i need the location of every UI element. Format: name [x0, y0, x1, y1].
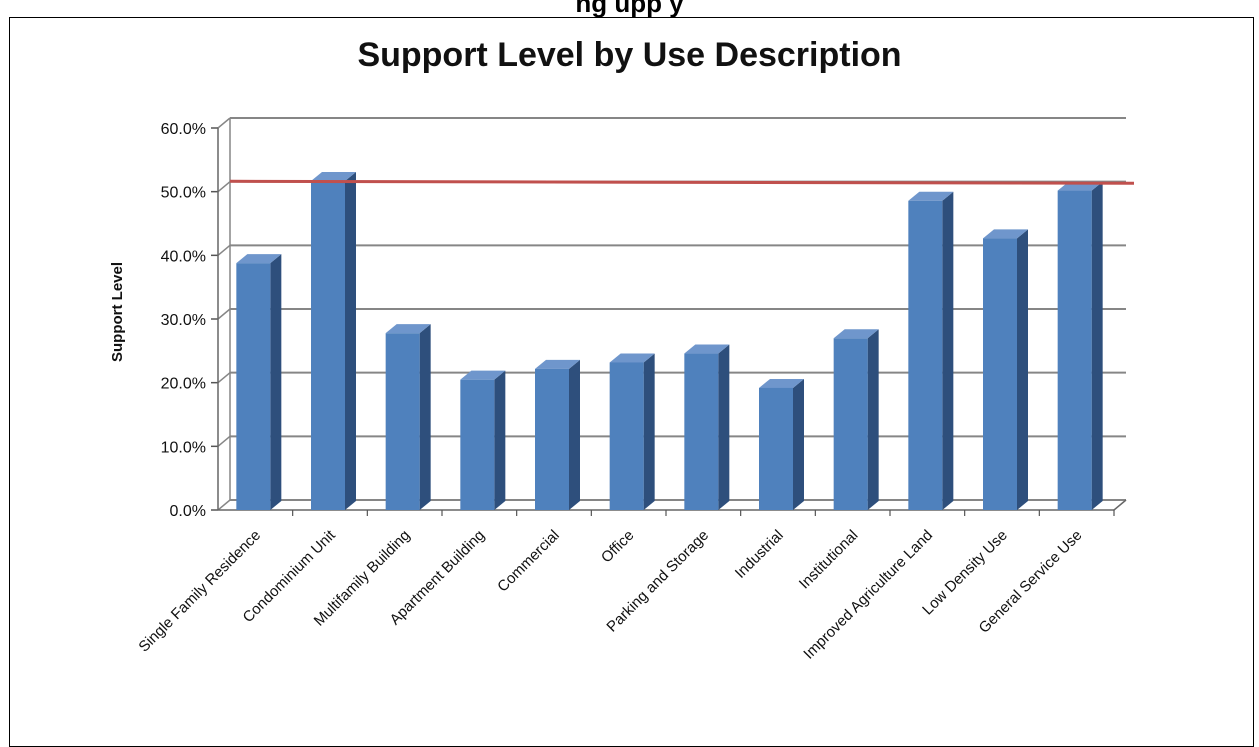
- bars: [236, 172, 1103, 511]
- bar: [983, 238, 1017, 510]
- bar-top: [759, 378, 804, 388]
- bar-side: [1017, 229, 1028, 510]
- bar-side: [494, 370, 506, 510]
- gridlines: [217, 117, 1126, 511]
- bar-side: [569, 359, 580, 510]
- bar: [311, 181, 345, 511]
- chart-title: Support Level by Use Description: [357, 36, 902, 74]
- bar-side: [942, 191, 954, 510]
- gridline-depth: [217, 372, 231, 384]
- gridline-depth: [217, 117, 231, 129]
- gridline-depth: [217, 181, 231, 193]
- figure-caption: ng upp y: [575, 0, 684, 18]
- bar: [236, 263, 271, 510]
- bar-top: [311, 172, 356, 182]
- x-tick-label: Institutional: [796, 527, 862, 593]
- bar-side: [270, 254, 282, 510]
- bar: [460, 379, 495, 510]
- bar: [609, 362, 644, 510]
- bar: [833, 338, 868, 510]
- bar-top: [833, 329, 879, 339]
- bar: [1057, 190, 1092, 510]
- x-tick-label: Improved Agriculture Land: [800, 527, 936, 663]
- gridline-depth: [217, 244, 231, 256]
- x-tick-label: Commercial: [494, 527, 563, 596]
- bar-side: [643, 353, 655, 510]
- y-axis-label: Support Level: [109, 262, 126, 362]
- gridline-depth: [217, 308, 231, 320]
- bar-top: [908, 191, 954, 201]
- bar-top: [385, 324, 431, 334]
- bar-top: [983, 229, 1028, 239]
- bar-top: [535, 359, 580, 369]
- bar-top: [609, 353, 655, 363]
- y-tick-label: 60.0%: [161, 121, 206, 138]
- x-tick-label: Single Family Residence: [135, 527, 264, 656]
- reference-line: [229, 179, 1135, 185]
- bar: [759, 387, 793, 510]
- reference-line-group: [229, 179, 1135, 185]
- bar: [684, 353, 719, 510]
- bar-side: [867, 329, 879, 510]
- x-tick-label: Office: [598, 527, 638, 567]
- bar: [535, 368, 569, 510]
- bar-side: [793, 378, 804, 510]
- bar-top: [684, 344, 730, 354]
- y-tick-label: 0.0%: [170, 503, 206, 520]
- bar-top: [460, 370, 506, 380]
- bar-top: [236, 254, 282, 264]
- y-tick-label: 10.0%: [161, 439, 206, 456]
- bar-side: [419, 324, 431, 510]
- x-tick-label: Industrial: [732, 527, 787, 582]
- bar: [908, 200, 943, 510]
- bar: [385, 333, 420, 510]
- bar-side: [345, 172, 356, 511]
- gridline-depth: [217, 435, 231, 447]
- bar-side: [1091, 181, 1103, 510]
- bar-side: [718, 344, 730, 510]
- y-tick-labels: 0.0% 10.0% 20.0% 30.0% 40.0% 50.0% 60.0%: [161, 121, 206, 520]
- y-tick-label: 20.0%: [161, 376, 206, 393]
- y-tick-label: 30.0%: [161, 312, 206, 329]
- y-tick-label: 50.0%: [161, 185, 206, 202]
- gridline-depth: [217, 499, 231, 511]
- y-tick-label: 40.0%: [161, 248, 206, 265]
- x-axis-depth: [1113, 499, 1127, 511]
